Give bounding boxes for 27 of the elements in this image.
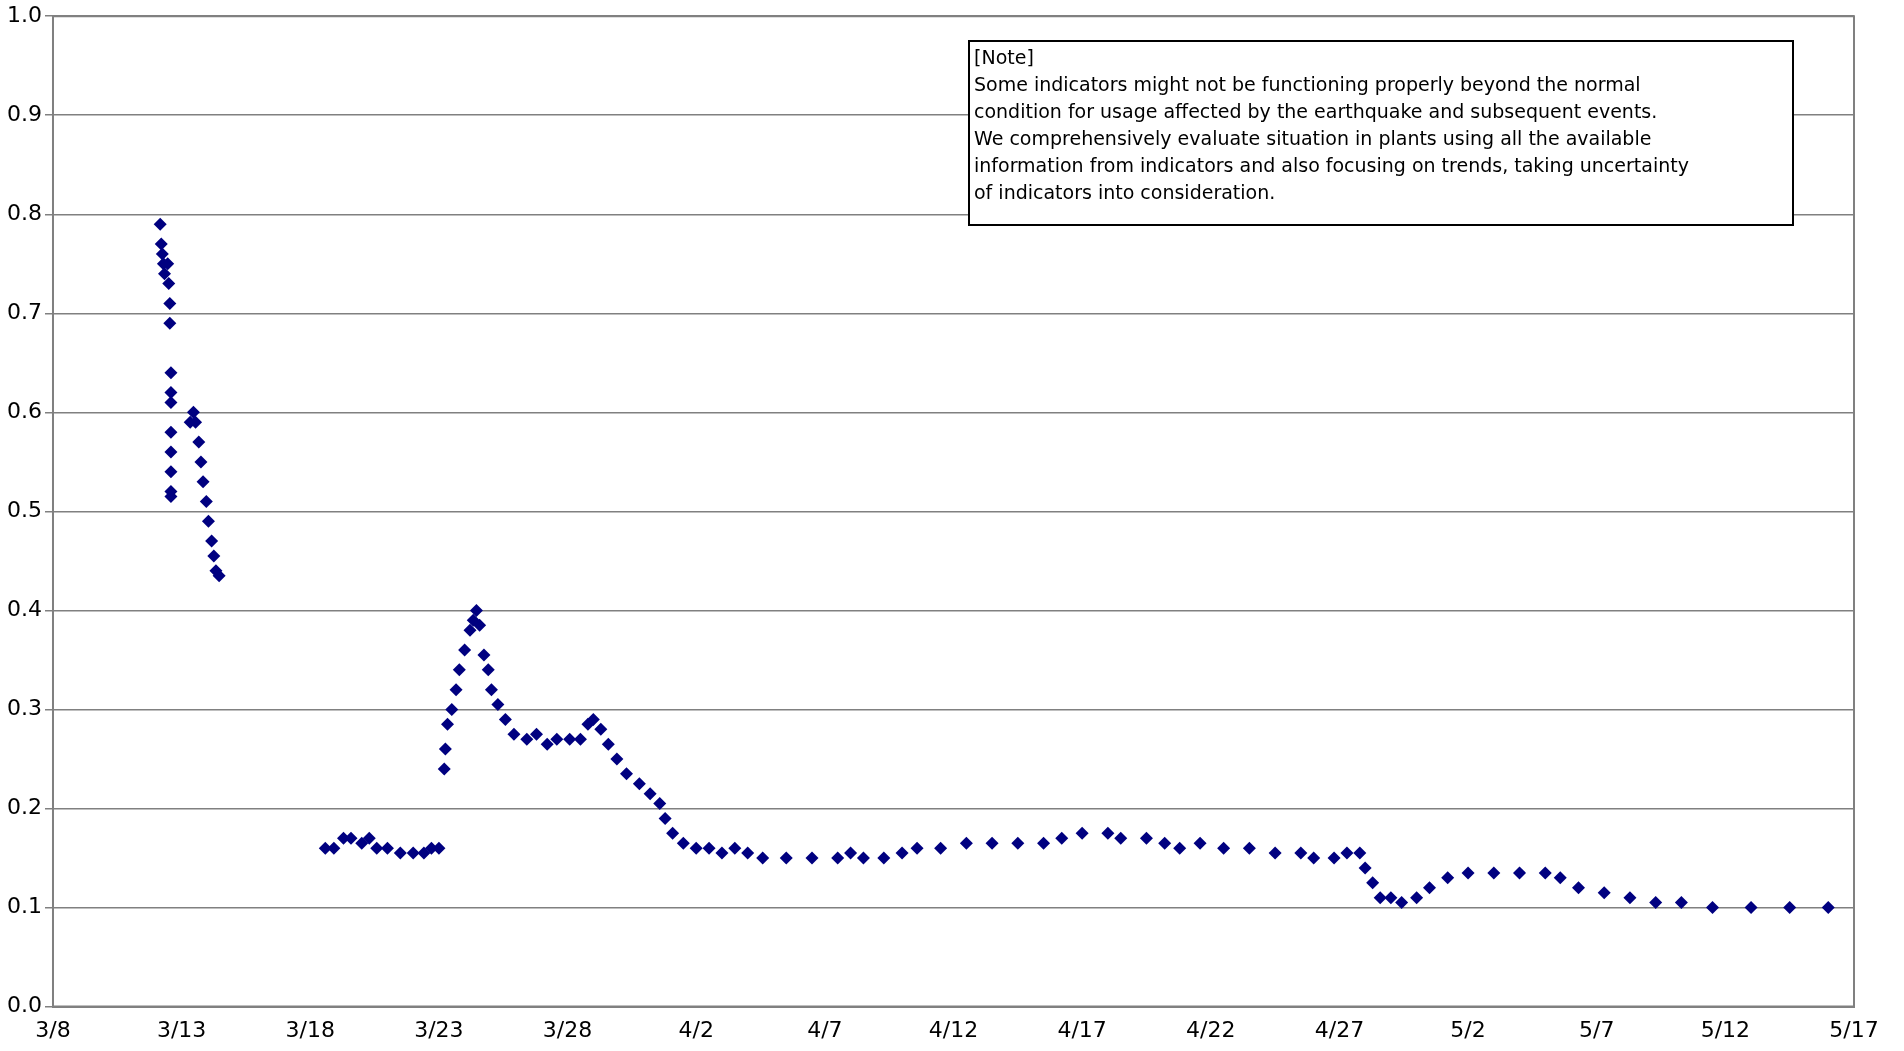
y-tick-label: 0.1 xyxy=(6,893,42,919)
y-tick-label: 0.5 xyxy=(6,497,42,523)
x-tick-label: 4/27 xyxy=(1314,1016,1365,1042)
x-tick-label: 4/12 xyxy=(928,1016,979,1042)
y-tick-label: 0.9 xyxy=(6,100,42,126)
y-tick-label: 0.4 xyxy=(6,596,42,622)
x-tick-label: 5/12 xyxy=(1700,1016,1751,1042)
y-tick-label: 0.2 xyxy=(6,794,42,820)
x-tick-label: 5/2 xyxy=(1450,1016,1486,1042)
note-box: [Note] Some indicators might not be functioning properly beyond the normal condition for usage affected by the earthquake and subsequent events. We comprehensively evaluate situation in plants using all the available information from indicators and also focusing on trends, taking uncertainty of indicators into consideration. xyxy=(968,40,1794,226)
y-tick-label: 0.6 xyxy=(6,398,42,424)
y-tick-label: 0.3 xyxy=(6,695,42,721)
y-tick-label: 0.8 xyxy=(6,200,42,225)
x-tick-label: 3/28 xyxy=(542,1016,593,1042)
y-tick-label: 0.7 xyxy=(6,299,42,325)
x-tick-label: 3/18 xyxy=(285,1016,335,1042)
x-tick-label: 3/13 xyxy=(156,1016,207,1042)
x-tick-label: 4/7 xyxy=(807,1016,843,1042)
x-tick-label: 5/7 xyxy=(1579,1016,1615,1042)
x-tick-label: 4/22 xyxy=(1186,1016,1236,1042)
x-tick-label: 5/17 xyxy=(1829,1016,1879,1042)
x-tick-label: 4/2 xyxy=(678,1016,714,1042)
x-tick-label: 3/23 xyxy=(414,1016,464,1042)
x-tick-label: 3/8 xyxy=(35,1016,71,1042)
x-tick-label: 4/17 xyxy=(1057,1016,1107,1042)
y-tick-label: 1.0 xyxy=(6,1,42,27)
y-tick-label: 0.0 xyxy=(6,992,42,1018)
